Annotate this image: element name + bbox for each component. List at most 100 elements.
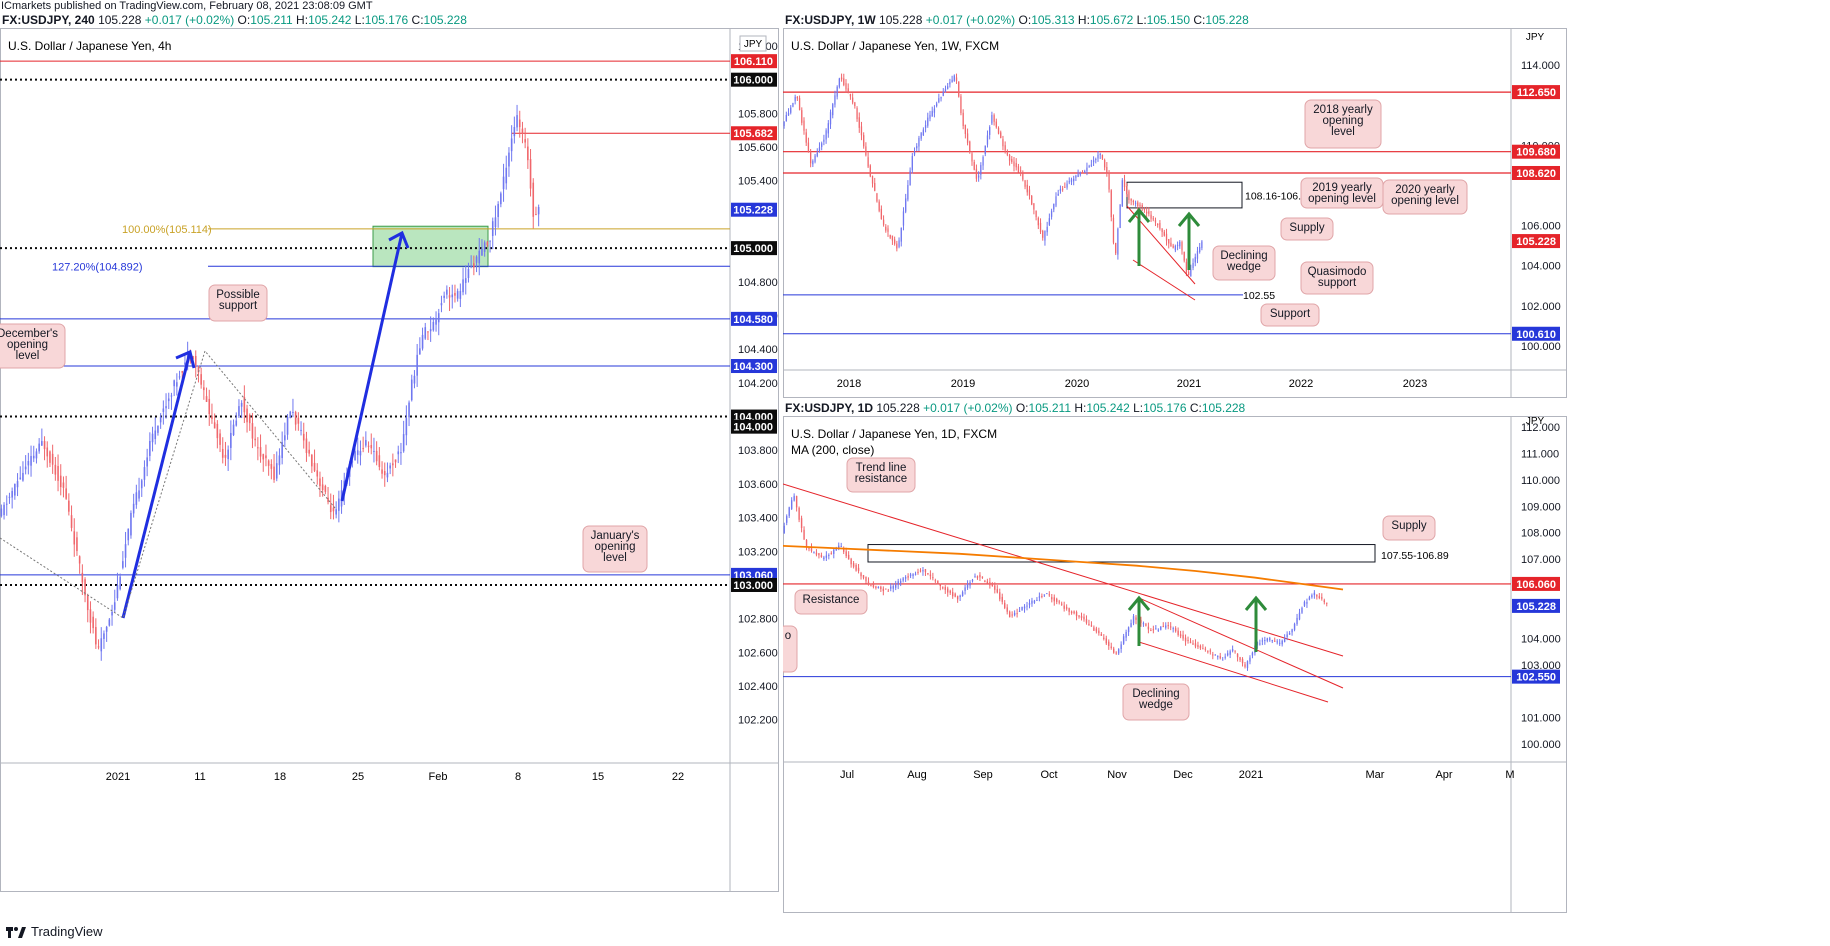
candle-body — [1174, 628, 1177, 632]
candle-body — [801, 110, 803, 123]
candle-body — [1048, 594, 1051, 596]
candle-body — [1110, 190, 1112, 218]
candle-body — [329, 505, 332, 513]
candle-body — [297, 417, 300, 424]
candle-body — [383, 471, 386, 476]
candle-body — [1113, 648, 1115, 653]
candle-body — [1316, 594, 1318, 597]
candle-body — [1152, 218, 1154, 220]
arrow-head-icon — [1244, 595, 1268, 611]
candle-body — [874, 182, 876, 191]
candle-body — [979, 574, 981, 578]
candle-body — [1201, 241, 1203, 249]
w1-price: 105.228 — [879, 13, 923, 27]
candle-body — [1058, 601, 1060, 603]
callout-january-opening-text: level — [603, 552, 627, 564]
candle-body — [1002, 139, 1004, 147]
candle-body — [1145, 624, 1147, 626]
candle-body — [1097, 154, 1099, 159]
candle-body — [896, 243, 898, 249]
candle-body — [27, 461, 30, 466]
candle-body — [1000, 132, 1002, 138]
tradingview-footer[interactable]: TradingView — [6, 924, 103, 939]
price-axis-tick: 110.000 — [1521, 475, 1560, 487]
candle-body — [960, 96, 962, 114]
price-axis-tick: 111.000 — [1521, 448, 1559, 460]
candle-body — [43, 441, 46, 450]
candle-body — [235, 420, 238, 426]
candle-body — [914, 573, 917, 575]
candle-body — [969, 582, 971, 586]
candle-body — [338, 498, 340, 511]
callout-trend-line-resistance-text: resistance — [855, 473, 907, 485]
candle-body — [219, 433, 221, 445]
candle-body — [947, 588, 949, 593]
candle-body — [1008, 154, 1011, 161]
candle-body — [351, 461, 354, 463]
price-tag-label: 100.610 — [1516, 329, 1556, 341]
candle-body — [860, 126, 863, 136]
tradingview-logo-icon — [6, 926, 26, 938]
candle-body — [1137, 202, 1139, 206]
candle-body — [1264, 640, 1266, 642]
candle-body — [321, 484, 324, 490]
h4-price: 105.228 — [98, 13, 142, 27]
candle-body — [81, 572, 84, 583]
currency-label: JPY — [1526, 416, 1545, 427]
candle-body — [11, 491, 13, 498]
candle-body — [192, 356, 194, 360]
candle-body — [243, 396, 246, 413]
candle-body — [1017, 166, 1020, 173]
candle-body — [955, 77, 958, 81]
candle-body — [432, 321, 435, 331]
w1-chart[interactable]: U.S. Dollar / Japanese Yen, 1W, FXCM 108… — [783, 28, 1568, 398]
callout-declining-wedge-text: Declining — [1132, 688, 1179, 700]
candle-body — [1177, 630, 1179, 635]
w1-open: 105.313 — [1031, 13, 1075, 27]
price-tag-label: 102.550 — [1516, 672, 1556, 684]
candle-body — [1018, 610, 1021, 612]
price-axis-tick: 102.800 — [738, 614, 778, 626]
candle-body — [1126, 186, 1128, 195]
d1-chart[interactable]: U.S. Dollar / Japanese Yen, 1D, FXCM MA … — [783, 416, 1568, 913]
candle-body — [840, 77, 843, 80]
candle-body — [305, 438, 308, 453]
candle-body — [1197, 645, 1199, 647]
h4-chart[interactable]: U.S. Dollar / Japanese Yen, 4h 100.00%(1… — [0, 28, 780, 913]
candle-body — [1172, 628, 1174, 630]
candle-body — [462, 279, 464, 293]
price-tag — [1512, 85, 1560, 100]
candle-body — [984, 145, 986, 155]
candle-body — [1115, 652, 1117, 654]
candle-body — [97, 646, 100, 648]
time-axis-tick: Apr — [1435, 769, 1452, 781]
callout-quasimodo — [1300, 261, 1374, 295]
candle-body — [32, 455, 35, 459]
wedge-line — [1132, 259, 1196, 301]
candle-body — [1202, 648, 1204, 650]
candle-body — [1031, 600, 1033, 604]
fib-guide-path — [0, 349, 336, 619]
callout-declining-wedge-text: wedge — [1226, 261, 1261, 273]
candle-body — [904, 577, 907, 579]
candle-body — [1311, 595, 1313, 598]
h4-open: 105.211 — [250, 13, 293, 27]
candle-body — [1293, 623, 1296, 630]
price-axis-tick: 102.600 — [738, 647, 778, 659]
candle-body — [100, 638, 103, 652]
candle-body — [367, 445, 370, 447]
candle-body — [786, 516, 788, 523]
candle-body — [1065, 607, 1068, 609]
candle-body — [922, 570, 924, 572]
candle-body — [1134, 202, 1137, 204]
candle-body — [1174, 245, 1177, 251]
candle-body — [248, 414, 251, 424]
candle-body — [1008, 611, 1011, 618]
candle-body — [889, 235, 891, 238]
candle-body — [954, 593, 956, 597]
h4-header: FX:USDJPY, 240 105.228 +0.017 (+0.02%) O… — [2, 13, 467, 27]
candle-body — [783, 525, 785, 534]
candle-body — [924, 125, 927, 129]
candle-body — [1160, 626, 1162, 630]
candle-body — [257, 447, 259, 449]
